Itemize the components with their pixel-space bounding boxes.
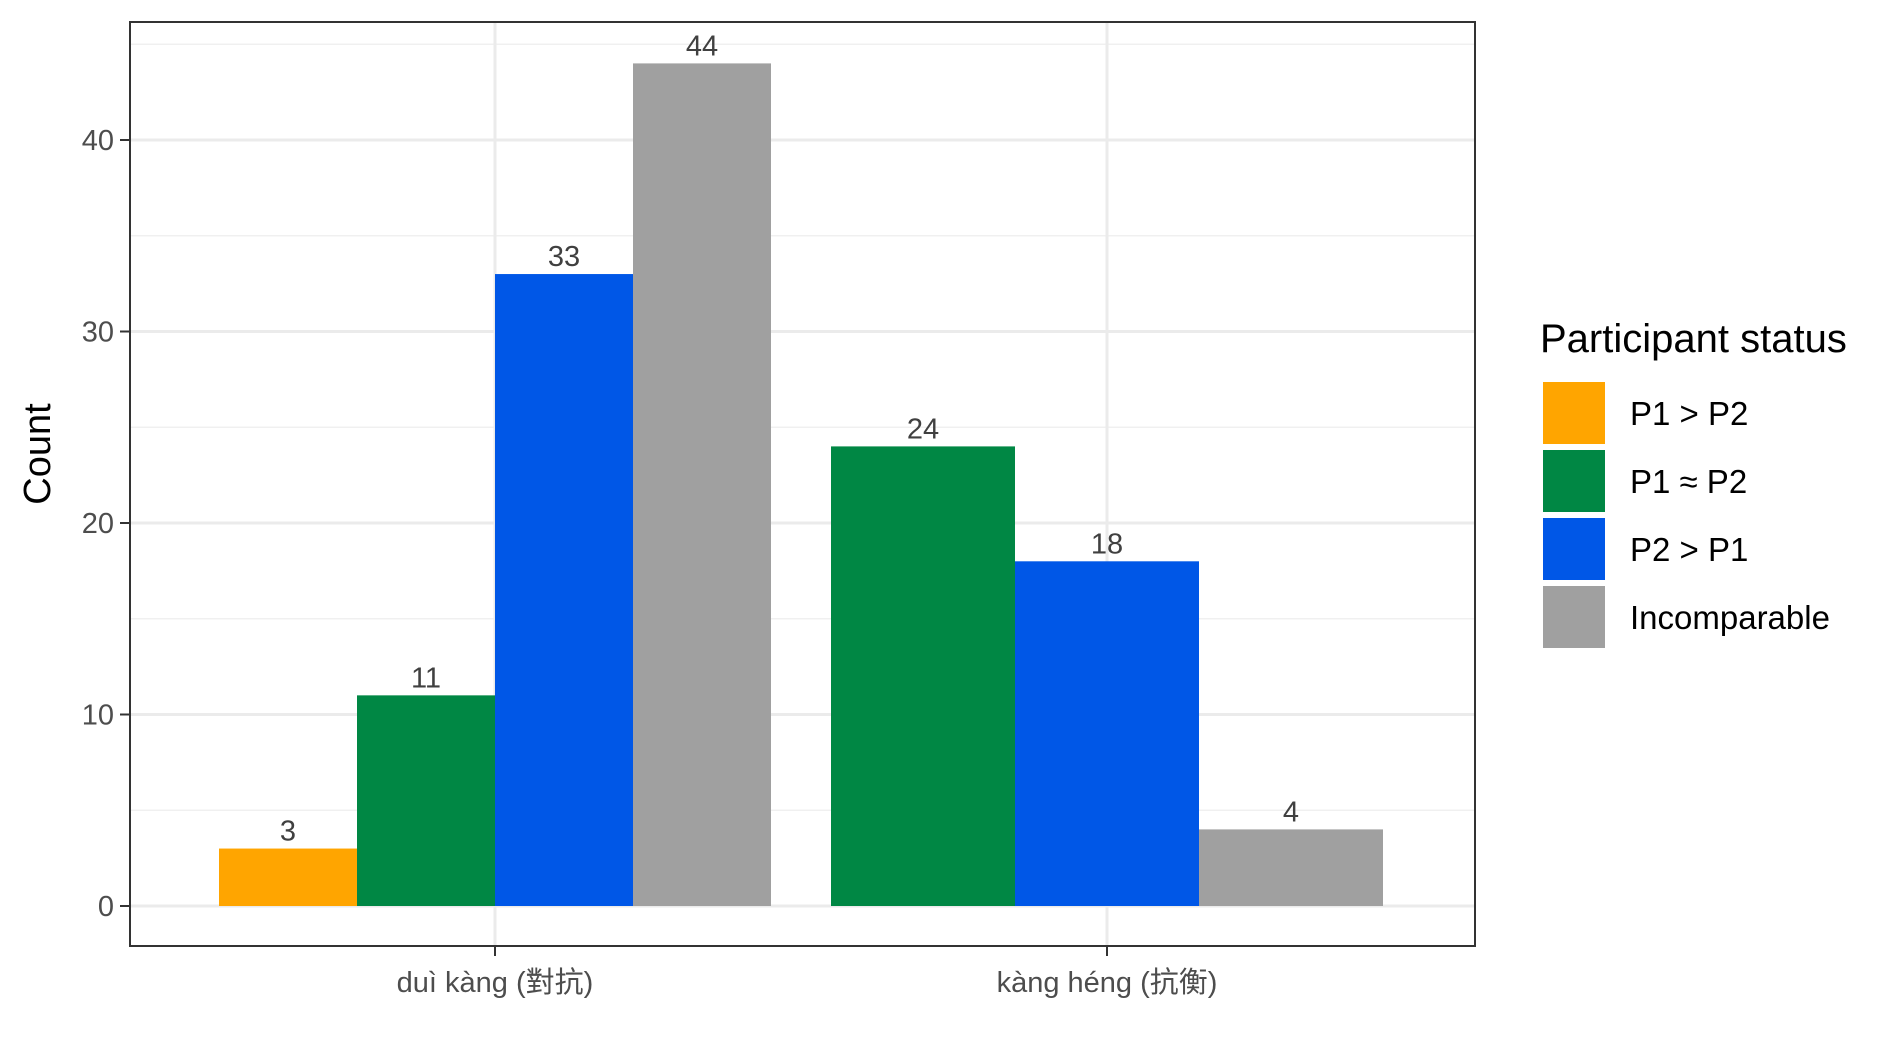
legend-label: P1 ≈ P2	[1630, 463, 1747, 500]
bar	[495, 274, 633, 906]
bar-value-label: 24	[907, 413, 939, 445]
bar-value-label: 11	[411, 662, 441, 694]
bar	[357, 695, 495, 906]
x-axis: duì kàng (對抗) kàng héng (抗衡)	[397, 946, 1218, 999]
y-axis-title: Count	[17, 403, 59, 505]
bar	[219, 848, 357, 906]
bar	[831, 446, 1015, 906]
legend-label: P2 > P1	[1630, 531, 1748, 568]
legend-title: Participant status	[1540, 317, 1847, 361]
legend-label: P1 > P2	[1630, 395, 1748, 432]
legend-key	[1543, 586, 1605, 648]
y-tick-label: 20	[82, 508, 114, 540]
legend-key	[1543, 382, 1605, 444]
bar-labels: 3 11 33 44 24 18 4	[280, 30, 1299, 847]
bars	[219, 63, 1383, 906]
bar	[1199, 829, 1383, 906]
bar	[633, 63, 771, 906]
y-tick-label: 40	[82, 125, 114, 157]
legend: Participant status P1 > P2 P1 ≈ P2 P2 > P1…	[1540, 317, 1847, 648]
bar	[1015, 561, 1199, 906]
legend-label: Incomparable	[1630, 599, 1830, 636]
bar-value-label: 18	[1091, 528, 1123, 560]
x-tick-label: kàng héng (抗衡)	[997, 966, 1218, 999]
y-axis: 0 10 20 30 40	[82, 125, 130, 923]
bar-value-label: 44	[686, 30, 718, 62]
y-tick-label: 0	[98, 891, 114, 923]
bar-value-label: 3	[280, 816, 296, 848]
bar-value-label: 4	[1283, 796, 1299, 828]
legend-key	[1543, 450, 1605, 512]
plot-panel-border	[129, 21, 1476, 947]
legend-key	[1543, 518, 1605, 580]
x-tick-label: duì kàng (對抗)	[397, 966, 594, 999]
y-tick-label: 30	[82, 317, 114, 349]
y-tick-label: 10	[82, 700, 114, 732]
bar-value-label: 33	[548, 241, 580, 273]
